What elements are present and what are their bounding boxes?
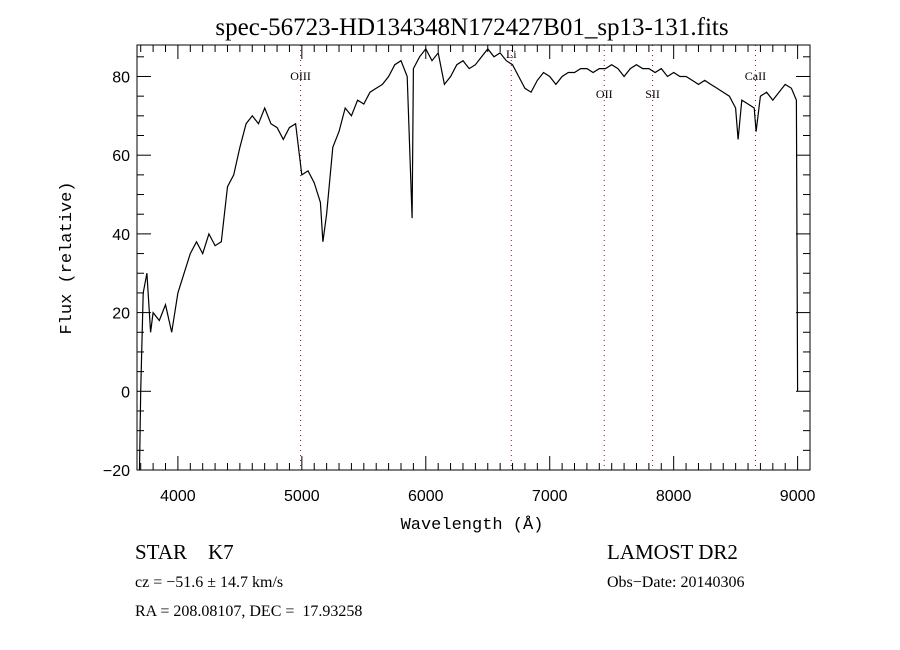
y-tick-label: 60 <box>112 148 130 165</box>
y-tick-label: −20 <box>103 463 130 480</box>
survey-name: LAMOST DR2 <box>607 540 738 564</box>
x-tick-label: 9000 <box>780 488 816 505</box>
y-axis-label: Flux (relative) <box>58 181 77 334</box>
x-axis-label: Wavelength (Å) <box>401 516 544 535</box>
x-tick-label: 6000 <box>408 488 444 505</box>
y-tick-label: 0 <box>121 384 130 401</box>
obs-date: Obs−Date: 20140306 <box>607 574 745 591</box>
y-tick-label: 80 <box>112 69 130 86</box>
chart-title: spec-56723-HD134348N172427B01_sp13-131.f… <box>215 14 728 41</box>
line-marker-label: CaII <box>745 69 766 83</box>
object-class: STAR K7 <box>135 540 234 564</box>
plot-frame <box>136 44 811 471</box>
redshift: cz = −51.6 ± 14.7 km/s <box>135 574 284 591</box>
y-tick-label: 20 <box>112 306 130 323</box>
y-tick-label: 40 <box>112 227 130 244</box>
x-tick-label: 4000 <box>160 488 196 505</box>
coordinates: RA = 208.08107, DEC = 17.93258 <box>135 603 363 620</box>
line-marker-label: SII <box>645 87 660 101</box>
line-marker-label: Li <box>506 47 517 61</box>
x-tick-label: 5000 <box>284 488 320 505</box>
x-tick-label: 7000 <box>532 488 568 505</box>
spectrum-line <box>138 47 799 471</box>
line-marker-label: OIII <box>290 69 311 83</box>
x-tick-label: 8000 <box>656 488 692 505</box>
line-marker-label: OII <box>596 87 613 101</box>
